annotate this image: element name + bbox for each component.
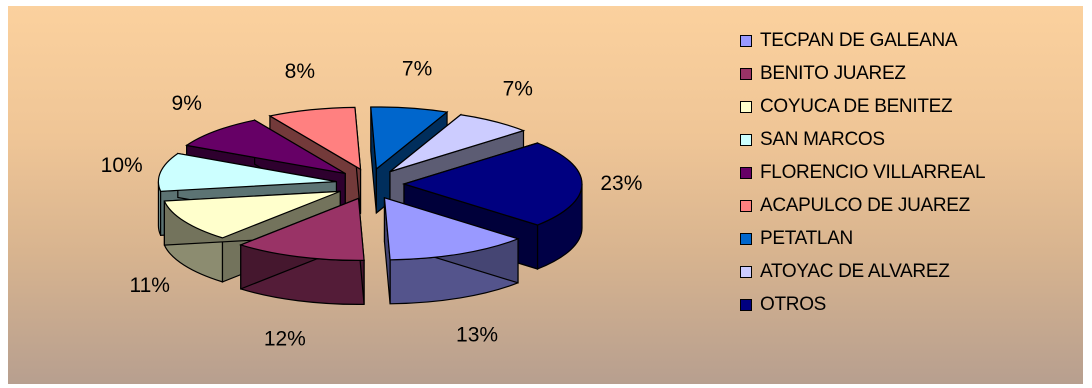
- value-label-otros: 23%: [600, 172, 642, 195]
- legend-label: TECPAN DE GALEANA: [760, 29, 958, 51]
- legend-swatch: [740, 232, 752, 245]
- value-label-coyuca-de-benitez: 11%: [129, 274, 169, 297]
- pie-chart: 13% 12% 11% 10% 9% 8% 7% 7% 23%: [101, 57, 643, 351]
- legend-item-tecpan-de-galeana: TECPAN DE GALEANA: [740, 24, 1092, 57]
- legend-item-atoyac-de-alvarez: ATOYAC DE ALVAREZ: [740, 255, 1092, 288]
- value-label-san-marcos: 10%: [101, 154, 143, 177]
- legend-swatch: [740, 100, 752, 113]
- value-label-atoyac-de-alvarez: 7%: [503, 78, 533, 101]
- pie-slice-benito-juarez: [238, 197, 365, 305]
- pie-slice-tecpan-de-galeana: [383, 197, 520, 305]
- legend-swatch: [740, 34, 752, 47]
- value-label-acapulco-de-juarez: 8%: [285, 60, 315, 83]
- legend-item-san-marcos: SAN MARCOS: [740, 123, 1092, 156]
- value-label-benito-juarez: 12%: [264, 328, 306, 351]
- legend-item-coyuca-de-benitez: COYUCA DE BENITEZ: [740, 90, 1092, 123]
- legend-label: ATOYAC DE ALVAREZ: [760, 260, 950, 282]
- legend-label: SAN MARCOS: [760, 128, 885, 150]
- legend-label: FLORENCIO VILLARREAL: [760, 161, 986, 183]
- legend-label: OTROS: [760, 293, 827, 315]
- value-label-tecpan-de-galeana: 13%: [456, 324, 498, 347]
- legend-label: COYUCA DE BENITEZ: [760, 95, 953, 117]
- legend-item-acapulco-de-juarez: ACAPULCO DE JUAREZ: [740, 189, 1092, 222]
- legend-swatch: [740, 133, 752, 146]
- legend-item-florencio-villarreal: FLORENCIO VILLARREAL: [740, 156, 1092, 189]
- legend-item-petatlan: PETATLAN: [740, 222, 1092, 255]
- legend-swatch: [740, 298, 752, 311]
- legend-label: ACAPULCO DE JUAREZ: [760, 194, 970, 216]
- legend-swatch: [740, 67, 752, 80]
- value-label-petatlan: 7%: [402, 57, 432, 80]
- legend-item-benito-juarez: BENITO JUAREZ: [740, 57, 1092, 90]
- legend-label: BENITO JUAREZ: [760, 62, 906, 84]
- legend-label: PETATLAN: [760, 227, 853, 249]
- legend-swatch: [740, 265, 752, 278]
- legend-item-otros: OTROS: [740, 288, 1092, 321]
- value-label-florencio-villarreal: 9%: [172, 92, 202, 115]
- legend-swatch: [740, 166, 752, 179]
- legend: TECPAN DE GALEANA BENITO JUAREZ COYUCA DE …: [740, 24, 1092, 321]
- legend-swatch: [740, 199, 752, 212]
